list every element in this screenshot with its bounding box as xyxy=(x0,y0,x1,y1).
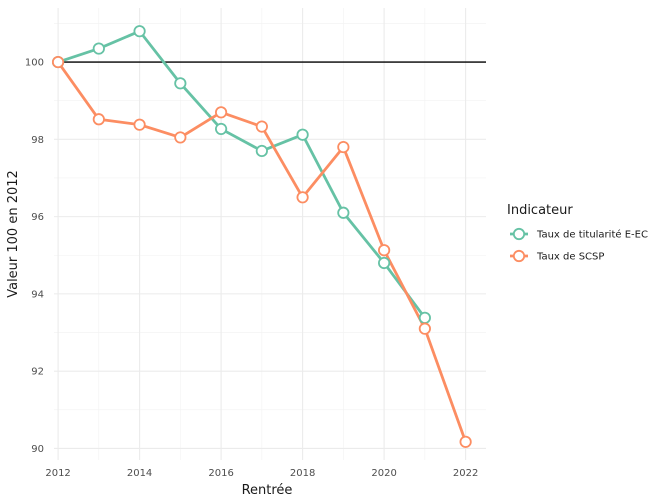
series-2-point xyxy=(214,106,228,119)
series-2-point xyxy=(174,131,187,144)
series-1-point xyxy=(418,311,431,324)
legend-key-point xyxy=(512,227,526,241)
series-2-point xyxy=(378,244,391,257)
series-2-point xyxy=(133,118,146,131)
legend-label: Taux de SCSP xyxy=(536,252,604,263)
series-2-point xyxy=(92,113,105,126)
series-1-point xyxy=(296,128,309,141)
series-1-point xyxy=(378,256,391,270)
series-2-point xyxy=(255,120,268,133)
series-2-point xyxy=(51,55,65,69)
x-tick-labels: 2012 2014 2016 2018 2020 2022 xyxy=(45,468,478,479)
legend-label: Taux de titularité E-EC xyxy=(536,229,648,241)
x-tick-label: 2014 xyxy=(127,468,152,479)
series-line-1 xyxy=(57,29,426,319)
minor-gridlines xyxy=(54,8,486,460)
y-tick-label: 100 xyxy=(25,58,44,69)
series-1-point xyxy=(214,122,228,136)
x-tick-label: 2016 xyxy=(208,468,233,479)
x-tick-label: 2022 xyxy=(453,468,478,479)
x-axis-title: Rentrée xyxy=(242,483,293,498)
x-tick-label: 2012 xyxy=(45,468,70,479)
y-tick-label: 92 xyxy=(31,367,44,378)
major-gridlines xyxy=(54,8,486,460)
y-tick-label: 98 xyxy=(31,135,44,146)
y-axis-title: Valeur 100 en 2012 xyxy=(6,170,21,298)
series-1-point xyxy=(92,42,105,55)
legend-items: Taux de titularité E-EC Taux de SCSP xyxy=(510,227,648,263)
y-tick-label: 96 xyxy=(31,212,44,223)
series-1-point xyxy=(174,77,187,90)
series-1-point xyxy=(337,206,350,219)
series-1-point xyxy=(133,25,146,38)
y-tick-labels: 90 92 94 96 98 100 xyxy=(25,58,44,455)
y-tick-label: 94 xyxy=(31,289,44,300)
series-2-point xyxy=(459,435,472,448)
y-tick-label: 90 xyxy=(31,444,44,455)
series-2-point xyxy=(296,191,309,204)
series-2-point xyxy=(337,140,350,154)
x-tick-label: 2018 xyxy=(290,468,315,479)
legend-key-point xyxy=(512,249,526,263)
series-group xyxy=(51,25,472,448)
series-2-point xyxy=(418,322,431,335)
x-tick-label: 2020 xyxy=(371,468,396,479)
series-1-point xyxy=(255,144,268,158)
legend-title: Indicateur xyxy=(507,203,573,218)
